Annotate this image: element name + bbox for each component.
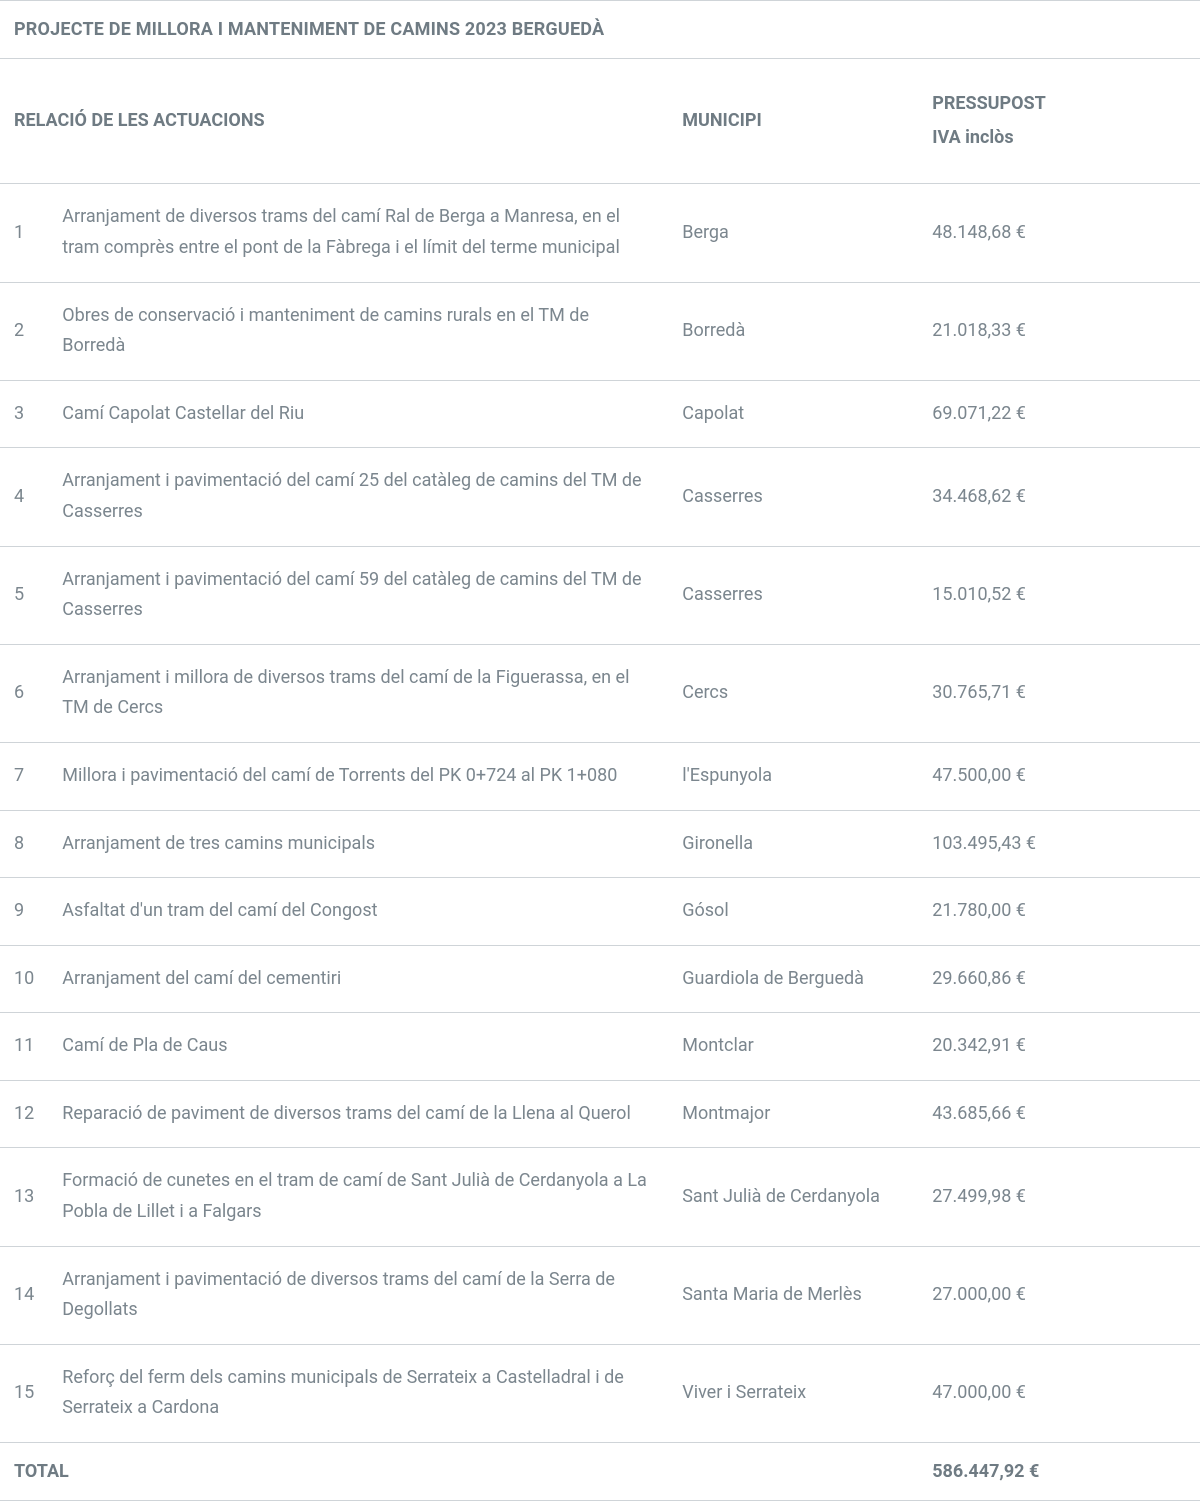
- row-budget: 69.071,22 €: [918, 380, 1200, 448]
- table-body: 1Arranjament de diversos trams del camí …: [0, 184, 1200, 1443]
- row-number: 13: [0, 1148, 48, 1246]
- row-number: 14: [0, 1246, 48, 1344]
- table-row: 7Millora i pavimentació del camí de Torr…: [0, 742, 1200, 810]
- row-number: 3: [0, 380, 48, 448]
- table-row: 12Reparació de paviment de diversos tram…: [0, 1080, 1200, 1148]
- table-row: 1Arranjament de diversos trams del camí …: [0, 184, 1200, 282]
- row-number: 6: [0, 644, 48, 742]
- total-spacer: [668, 1443, 918, 1501]
- row-municipality: l'Espunyola: [668, 742, 918, 810]
- row-budget: 27.000,00 €: [918, 1246, 1200, 1344]
- row-municipality: Casserres: [668, 448, 918, 546]
- row-municipality: Gósol: [668, 878, 918, 946]
- table-row: 2Obres de conservació i manteniment de c…: [0, 282, 1200, 380]
- table-row: 13Formació de cunetes en el tram de camí…: [0, 1148, 1200, 1246]
- row-number: 10: [0, 945, 48, 1013]
- row-municipality: Montclar: [668, 1013, 918, 1081]
- row-number: 1: [0, 184, 48, 282]
- table-row: 5Arranjament i pavimentació del camí 59 …: [0, 546, 1200, 644]
- total-row: TOTAL 586.447,92 €: [0, 1443, 1200, 1501]
- row-number: 8: [0, 810, 48, 878]
- row-municipality: Berga: [668, 184, 918, 282]
- row-municipality: Viver i Serrateix: [668, 1344, 918, 1442]
- budget-header-line2: IVA inclòs: [932, 121, 1186, 155]
- table-row: 9Asfaltat d'un tram del camí del Congost…: [0, 878, 1200, 946]
- row-budget: 27.499,98 €: [918, 1148, 1200, 1246]
- row-budget: 47.000,00 €: [918, 1344, 1200, 1442]
- table-title: PROJECTE DE MILLORA I MANTENIMENT DE CAM…: [0, 1, 1200, 59]
- row-number: 11: [0, 1013, 48, 1081]
- row-budget: 34.468,62 €: [918, 448, 1200, 546]
- row-municipality: Cercs: [668, 644, 918, 742]
- column-header-actions: RELACIÓ DE LES ACTUACIONS: [0, 59, 668, 184]
- row-budget: 21.018,33 €: [918, 282, 1200, 380]
- row-budget: 30.765,71 €: [918, 644, 1200, 742]
- row-description: Formació de cunetes en el tram de camí d…: [48, 1148, 668, 1246]
- row-budget: 20.342,91 €: [918, 1013, 1200, 1081]
- row-number: 12: [0, 1080, 48, 1148]
- table-row: 4Arranjament i pavimentació del camí 25 …: [0, 448, 1200, 546]
- table-row: 15Reforç del ferm dels camins municipals…: [0, 1344, 1200, 1442]
- row-budget: 103.495,43 €: [918, 810, 1200, 878]
- row-municipality: Capolat: [668, 380, 918, 448]
- budget-header-line1: PRESSUPOST: [932, 87, 1186, 121]
- row-municipality: Borredà: [668, 282, 918, 380]
- projects-table: PROJECTE DE MILLORA I MANTENIMENT DE CAM…: [0, 0, 1200, 1501]
- total-label: TOTAL: [0, 1443, 668, 1501]
- row-description: Arranjament i pavimentació de diversos t…: [48, 1246, 668, 1344]
- row-description: Arranjament i millora de diversos trams …: [48, 644, 668, 742]
- row-description: Reforç del ferm dels camins municipals d…: [48, 1344, 668, 1442]
- row-description: Reparació de paviment de diversos trams …: [48, 1080, 668, 1148]
- table-row: 11Camí de Pla de CausMontclar20.342,91 €: [0, 1013, 1200, 1081]
- table-row: 3Camí Capolat Castellar del RiuCapolat69…: [0, 380, 1200, 448]
- column-header-budget: PRESSUPOST IVA inclòs: [918, 59, 1200, 184]
- row-number: 2: [0, 282, 48, 380]
- row-budget: 43.685,66 €: [918, 1080, 1200, 1148]
- row-municipality: Santa Maria de Merlès: [668, 1246, 918, 1344]
- row-budget: 15.010,52 €: [918, 546, 1200, 644]
- row-number: 4: [0, 448, 48, 546]
- row-description: Arranjament i pavimentació del camí 59 d…: [48, 546, 668, 644]
- row-description: Camí de Pla de Caus: [48, 1013, 668, 1081]
- row-budget: 29.660,86 €: [918, 945, 1200, 1013]
- row-budget: 48.148,68 €: [918, 184, 1200, 282]
- row-number: 7: [0, 742, 48, 810]
- row-number: 5: [0, 546, 48, 644]
- row-municipality: Casserres: [668, 546, 918, 644]
- row-description: Asfaltat d'un tram del camí del Congost: [48, 878, 668, 946]
- total-value: 586.447,92 €: [918, 1443, 1200, 1501]
- row-municipality: Guardiola de Berguedà: [668, 945, 918, 1013]
- row-description: Arranjament de tres camins municipals: [48, 810, 668, 878]
- row-budget: 21.780,00 €: [918, 878, 1200, 946]
- row-description: Arranjament de diversos trams del camí R…: [48, 184, 668, 282]
- row-municipality: Gironella: [668, 810, 918, 878]
- row-description: Obres de conservació i manteniment de ca…: [48, 282, 668, 380]
- row-description: Arranjament del camí del cementiri: [48, 945, 668, 1013]
- table-row: 6Arranjament i millora de diversos trams…: [0, 644, 1200, 742]
- row-municipality: Sant Julià de Cerdanyola: [668, 1148, 918, 1246]
- row-description: Millora i pavimentació del camí de Torre…: [48, 742, 668, 810]
- row-description: Arranjament i pavimentació del camí 25 d…: [48, 448, 668, 546]
- column-header-municipality: MUNICIPI: [668, 59, 918, 184]
- table-row: 14Arranjament i pavimentació de diversos…: [0, 1246, 1200, 1344]
- row-number: 9: [0, 878, 48, 946]
- row-budget: 47.500,00 €: [918, 742, 1200, 810]
- table-row: 8Arranjament de tres camins municipalsGi…: [0, 810, 1200, 878]
- row-description: Camí Capolat Castellar del Riu: [48, 380, 668, 448]
- row-number: 15: [0, 1344, 48, 1442]
- table-row: 10Arranjament del camí del cementiriGuar…: [0, 945, 1200, 1013]
- row-municipality: Montmajor: [668, 1080, 918, 1148]
